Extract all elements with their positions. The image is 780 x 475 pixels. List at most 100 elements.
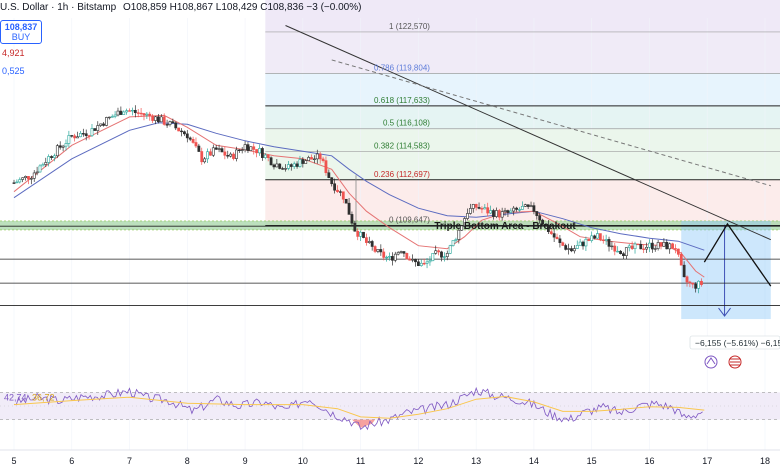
- candle-body: [76, 136, 79, 139]
- candle-body: [90, 128, 94, 137]
- candle-body: [209, 151, 212, 156]
- candle-body: [165, 124, 169, 126]
- candle-body: [107, 116, 111, 119]
- candle-body: [99, 123, 103, 126]
- candle-body: [431, 253, 435, 262]
- candle-body: [532, 205, 536, 212]
- candle-body: [633, 243, 637, 249]
- candle-body: [671, 243, 674, 249]
- candle-body: [639, 243, 643, 250]
- candle-body: [350, 214, 354, 224]
- candle-body: [471, 204, 475, 209]
- candle-body: [289, 164, 293, 167]
- candle-body: [682, 264, 686, 278]
- candle-body: [676, 248, 680, 255]
- candle-body: [451, 240, 455, 246]
- candle-body: [278, 163, 282, 169]
- candle-body: [564, 245, 568, 250]
- candle-body: [159, 116, 163, 123]
- rsi-value-label: 42,74: [4, 392, 27, 402]
- candle-body: [333, 183, 337, 191]
- currency-flag-icon[interactable]: [728, 355, 742, 369]
- candle-body: [454, 239, 458, 241]
- candle-body: [659, 242, 663, 247]
- fib-label: 0.5 (116,108): [383, 119, 430, 128]
- candle-body: [596, 233, 599, 239]
- candle-body: [96, 125, 100, 131]
- candle-body: [281, 168, 285, 170]
- alert-icon[interactable]: [704, 355, 718, 369]
- candle-body: [630, 245, 634, 249]
- buy-label: BUY: [11, 32, 31, 42]
- candle-body: [194, 142, 198, 147]
- background-layer: [265, 0, 780, 226]
- candle-body: [70, 135, 74, 137]
- candle-body: [41, 164, 45, 167]
- rsi-ma-line: [13, 395, 705, 419]
- candle-body: [668, 243, 672, 250]
- candle-body: [385, 256, 389, 259]
- candle-body: [396, 252, 400, 255]
- candle-body: [590, 235, 594, 241]
- candle-body: [29, 178, 33, 180]
- candle-body: [287, 164, 290, 169]
- candle-body: [154, 116, 157, 121]
- candle-body: [312, 158, 316, 160]
- candle-body: [67, 135, 71, 144]
- candle-body: [266, 154, 270, 159]
- candle-body: [272, 164, 276, 168]
- fib-band: [265, 105, 780, 129]
- candle-body: [419, 262, 423, 267]
- candle-body: [116, 110, 120, 116]
- candle-body: [645, 246, 648, 250]
- x-tick-label: 16: [644, 456, 654, 466]
- candle-body: [492, 210, 495, 217]
- candle-body: [477, 207, 481, 209]
- fib-label: 0.618 (117,633): [374, 96, 430, 105]
- candle-body: [457, 229, 461, 240]
- candle-body: [587, 238, 591, 241]
- candle-body: [64, 143, 68, 147]
- candle-body: [364, 237, 368, 243]
- candle-body: [613, 245, 617, 252]
- buy-price: 108,837: [4, 22, 38, 32]
- x-axis: 5 6 7 8 9 10 11 12 13 14 15 16 17 18: [0, 449, 780, 466]
- symbol-header: U.S. Dollar · 1h · Bitstamp O108,859 H10…: [0, 2, 365, 13]
- ma-value-label: 4,921: [2, 48, 25, 58]
- candle-body: [206, 151, 209, 160]
- candle-body: [497, 210, 501, 218]
- candle-body: [515, 207, 518, 210]
- candle-body: [243, 144, 247, 151]
- candle-body: [50, 156, 53, 158]
- candle-body: [324, 160, 328, 174]
- candle-body: [674, 248, 677, 250]
- candle-body: [610, 245, 614, 248]
- candle-body: [642, 248, 646, 250]
- candle-body: [570, 248, 573, 252]
- candle-body: [546, 224, 550, 232]
- candle-body: [292, 163, 296, 167]
- candle-body: [197, 145, 201, 152]
- projection-label-box: [689, 335, 780, 350]
- x-tick-label: 11: [356, 456, 365, 466]
- candle-body: [214, 147, 218, 150]
- fib-label: 0.382 (114,583): [374, 142, 430, 151]
- candle-body: [503, 210, 507, 212]
- candle-body: [341, 191, 345, 200]
- rsi-oversold-fill: [351, 419, 376, 428]
- fib-band: [265, 31, 780, 74]
- candle-body: [162, 116, 166, 125]
- candle-body: [235, 149, 238, 159]
- buy-button[interactable]: 108,837 BUY: [0, 20, 42, 44]
- candle-body: [171, 121, 175, 124]
- candle-body: [301, 159, 305, 164]
- candle-body: [79, 133, 82, 138]
- candle-body: [58, 145, 62, 148]
- x-tick-label: 9: [243, 456, 248, 466]
- candle-body: [188, 137, 192, 140]
- candle-body: [307, 157, 311, 161]
- projection-label: −6,155 (−5.61%) −6,155: [695, 338, 780, 348]
- label-layer: 1 (122,570) 0.786 (119,804) 0.618 (117,633…: [374, 22, 780, 369]
